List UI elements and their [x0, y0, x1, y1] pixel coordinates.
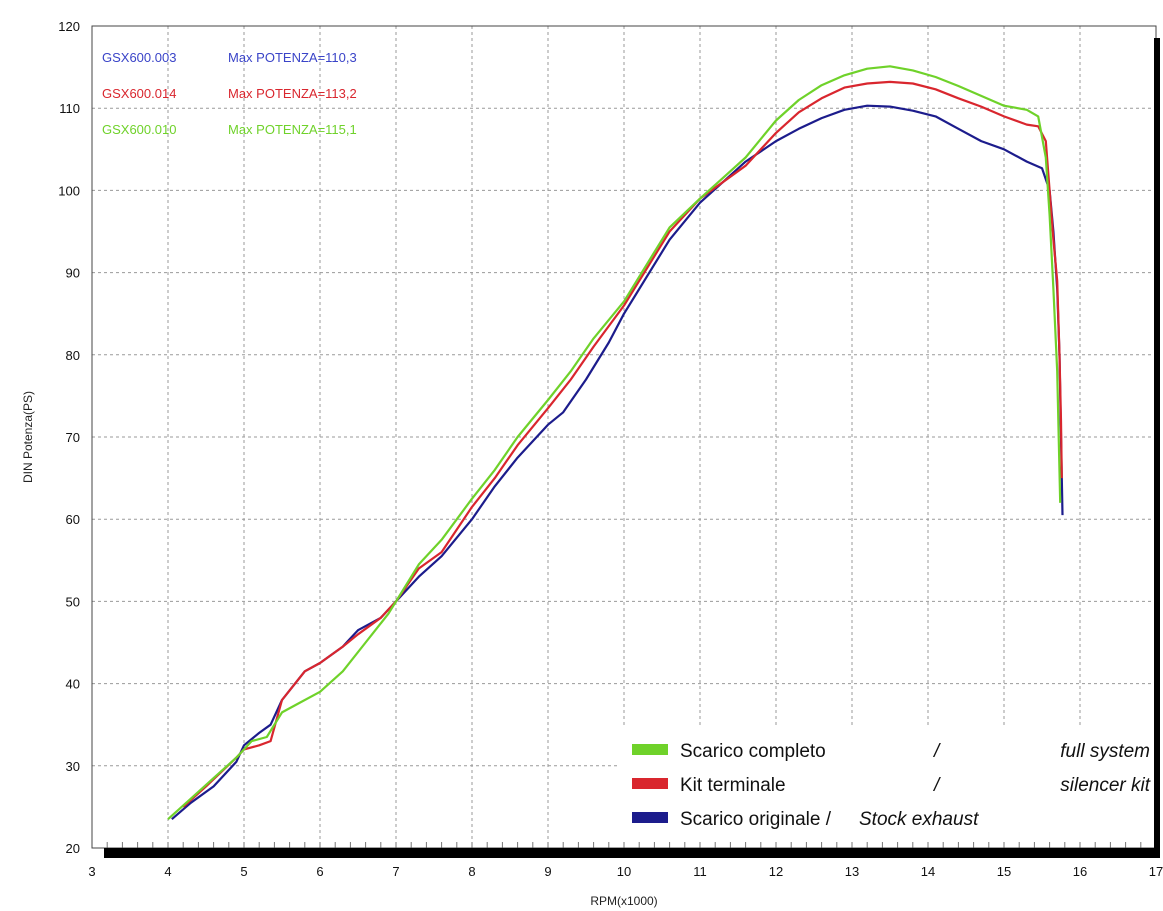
grid [91, 26, 1157, 848]
x-axis-title: RPM(x1000) [590, 894, 657, 908]
x-tick-label: 6 [316, 864, 323, 879]
y-tick-label: 120 [58, 19, 80, 34]
y-tick-label: 80 [66, 348, 80, 363]
shadow-bottom [104, 848, 1156, 858]
x-tick-label: 7 [392, 864, 399, 879]
x-tick-label: 17 [1149, 864, 1163, 879]
series-line-stock [171, 104, 1064, 821]
shadow-right [1154, 38, 1160, 858]
series-lines [167, 65, 1064, 821]
x-tick-label: 8 [468, 864, 475, 879]
legend-swatch [632, 812, 668, 823]
x-tick-label: 14 [921, 864, 935, 879]
legend-swatch [632, 744, 668, 755]
x-tick-label: 3 [88, 864, 95, 879]
y-tick-label: 60 [66, 512, 80, 527]
y-tick-label: 20 [66, 841, 80, 856]
y-tick-label: 40 [66, 677, 80, 692]
legend-label: Scarico completo [680, 741, 826, 762]
x-tick-label: 9 [544, 864, 551, 879]
x-tick-label: 12 [769, 864, 783, 879]
max-power-annotations: GSX600.003 Max POTENZA=110,3 GSX600.014 Max… [102, 50, 357, 137]
annotation-value: Max POTENZA=115,1 [228, 122, 357, 137]
legend-label-en: silencer kit [1060, 775, 1150, 796]
y-tick-labels: 20 30 40 50 60 70 80 90 100 110 120 [58, 19, 80, 856]
legend-separator: / [932, 741, 941, 762]
y-tick-label: 30 [66, 759, 80, 774]
annotation-code: GSX600.010 [102, 122, 176, 137]
annotation-code: GSX600.014 [102, 86, 176, 101]
x-tick-label: 11 [693, 864, 707, 879]
x-tick-label: 10 [617, 864, 631, 879]
series-line-kit [182, 80, 1063, 808]
legend-separator: / [932, 775, 941, 796]
x-tick-label: 4 [164, 864, 171, 879]
y-tick-label: 100 [58, 183, 80, 198]
legend-background [618, 728, 1154, 840]
annotation-code: GSX600.003 [102, 50, 176, 65]
legend-label-en: full system [1060, 741, 1150, 762]
x-tick-label: 13 [845, 864, 859, 879]
plot-shadow [104, 38, 1160, 858]
legend-swatch [632, 778, 668, 789]
y-tick-label: 70 [66, 430, 80, 445]
annotation-value: Max POTENZA=113,2 [228, 86, 357, 101]
x-tick-label: 5 [240, 864, 247, 879]
y-axis-title: DIN Potenza(PS) [21, 391, 35, 483]
x-tick-labels: 3 4 5 6 7 8 9 10 11 12 13 14 15 16 17 [88, 864, 1163, 879]
legend-label: Kit terminale [680, 775, 786, 796]
legend-label: Scarico originale / [680, 809, 832, 830]
series-line-full [167, 65, 1062, 821]
y-tick-label: 50 [66, 594, 80, 609]
x-tick-label: 16 [1073, 864, 1087, 879]
y-tick-label: 90 [66, 266, 80, 281]
x-tick-label: 15 [997, 864, 1011, 879]
legend: Scarico completo / full system Kit terminal… [618, 728, 1154, 840]
y-tick-label: 110 [59, 101, 80, 116]
annotation-value: Max POTENZA=110,3 [228, 50, 357, 65]
legend-label-en: Stock exhaust [859, 809, 979, 830]
